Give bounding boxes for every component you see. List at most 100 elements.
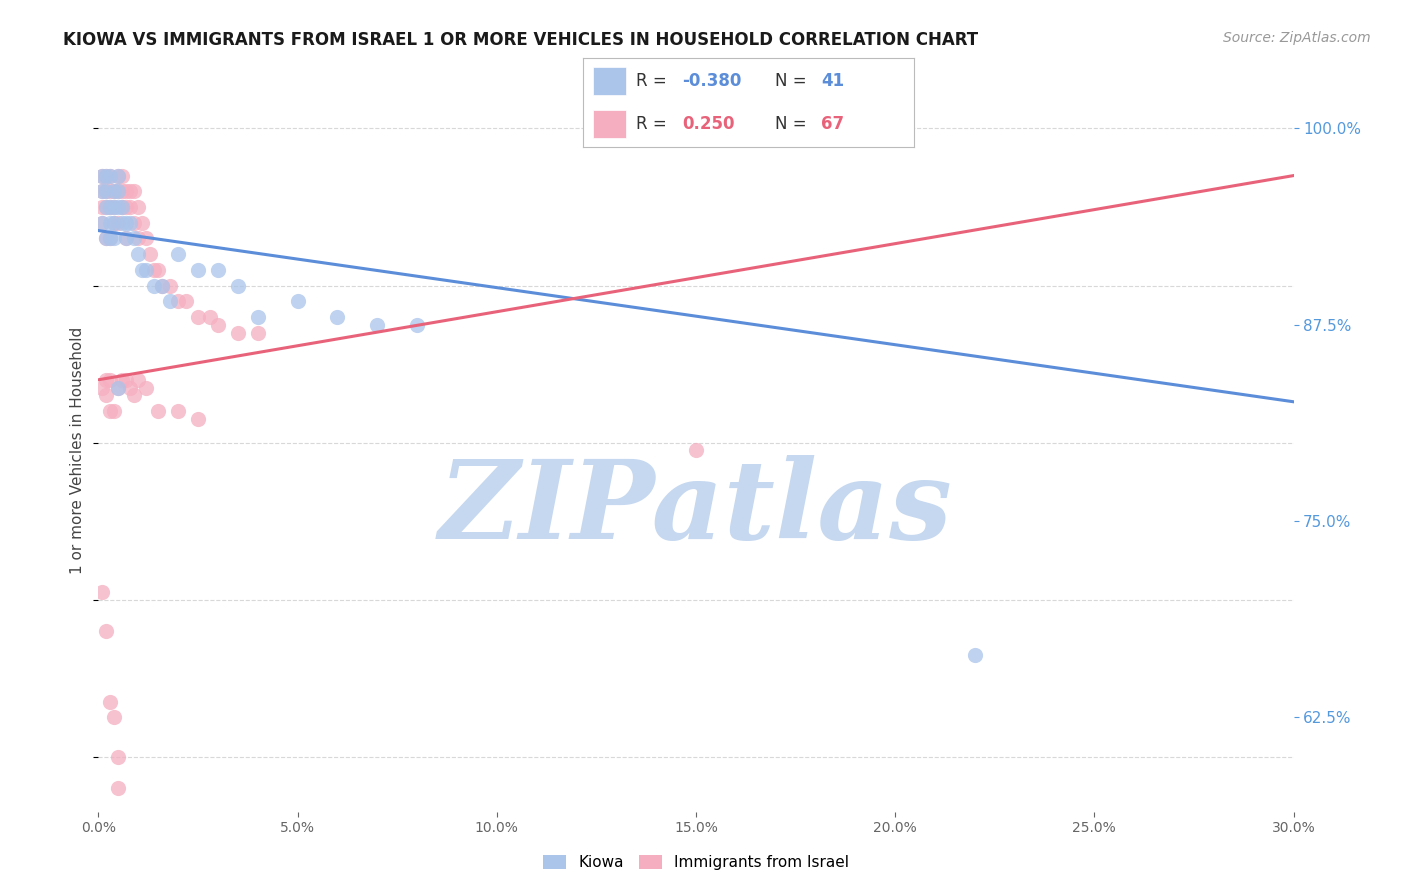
Point [207,262,229,277]
Point [96,184,118,198]
Point [148,404,170,418]
Point [96,184,118,198]
Point [127,247,149,261]
Point [98,695,122,709]
Point [111,216,134,230]
Point [366,318,388,332]
Text: N =: N = [775,115,813,133]
Point [187,310,209,324]
Point [143,278,166,293]
Point [91,216,114,230]
Point [127,200,149,214]
Point [150,278,173,293]
Point [96,200,118,214]
Point [91,184,114,198]
Point [226,326,249,340]
Point [207,318,229,332]
Point [107,381,129,395]
Point [187,262,209,277]
Point [91,584,114,599]
Point [96,169,118,183]
Point [150,278,173,293]
Text: 0.250: 0.250 [683,115,735,133]
Point [198,310,221,324]
Point [103,200,125,214]
Point [120,381,142,395]
Point [91,184,114,198]
Bar [593,67,627,95]
Point [98,184,122,198]
Point [120,216,142,230]
Point [98,373,122,387]
Y-axis label: 1 or more Vehicles in Household: 1 or more Vehicles in Household [70,326,86,574]
Text: Source: ZipAtlas.com: Source: ZipAtlas.com [1223,31,1371,45]
Point [111,373,134,387]
Point [98,200,122,214]
Legend: Kiowa, Immigrants from Israel: Kiowa, Immigrants from Israel [537,849,855,876]
Point [120,184,142,198]
Point [91,381,114,395]
Point [187,412,209,426]
Point [91,200,114,214]
Point [174,294,197,309]
Point [96,169,118,183]
Point [124,388,146,402]
Bar [593,110,627,138]
Point [91,169,114,183]
Point [96,624,118,638]
Point [124,184,146,198]
Point [131,262,153,277]
Point [120,200,142,214]
Point [103,404,125,418]
Point [107,184,129,198]
Point [167,404,190,418]
Point [107,216,129,230]
Point [111,169,134,183]
Text: N =: N = [775,72,813,90]
Point [103,216,125,230]
Point [115,184,138,198]
Point [135,231,157,245]
Point [107,184,129,198]
Text: 67: 67 [821,115,845,133]
Point [103,184,125,198]
Text: R =: R = [637,115,672,133]
Point [98,169,122,183]
Point [103,216,125,230]
Point [115,231,138,245]
Point [135,262,157,277]
Text: 41: 41 [821,72,845,90]
Point [135,381,157,395]
Point [139,247,162,261]
Point [143,262,166,277]
Point [167,247,190,261]
Point [91,216,114,230]
Point [111,200,134,214]
Point [326,310,349,324]
Point [107,169,129,183]
Text: R =: R = [637,72,672,90]
Point [107,381,129,395]
Text: ZIPatlas: ZIPatlas [439,455,953,562]
Point [96,200,118,214]
Point [98,216,122,230]
Point [103,231,125,245]
Point [98,231,122,245]
Text: -0.380: -0.380 [683,72,742,90]
Point [963,648,986,662]
Point [98,404,122,418]
Point [107,200,129,214]
Point [98,169,122,183]
Point [115,216,138,230]
Point [98,231,122,245]
Point [167,294,190,309]
Point [159,278,181,293]
Point [111,200,134,214]
Point [246,326,269,340]
Point [115,200,138,214]
Point [127,231,149,245]
Point [103,200,125,214]
Point [159,294,181,309]
Point [111,184,134,198]
Point [107,169,129,183]
